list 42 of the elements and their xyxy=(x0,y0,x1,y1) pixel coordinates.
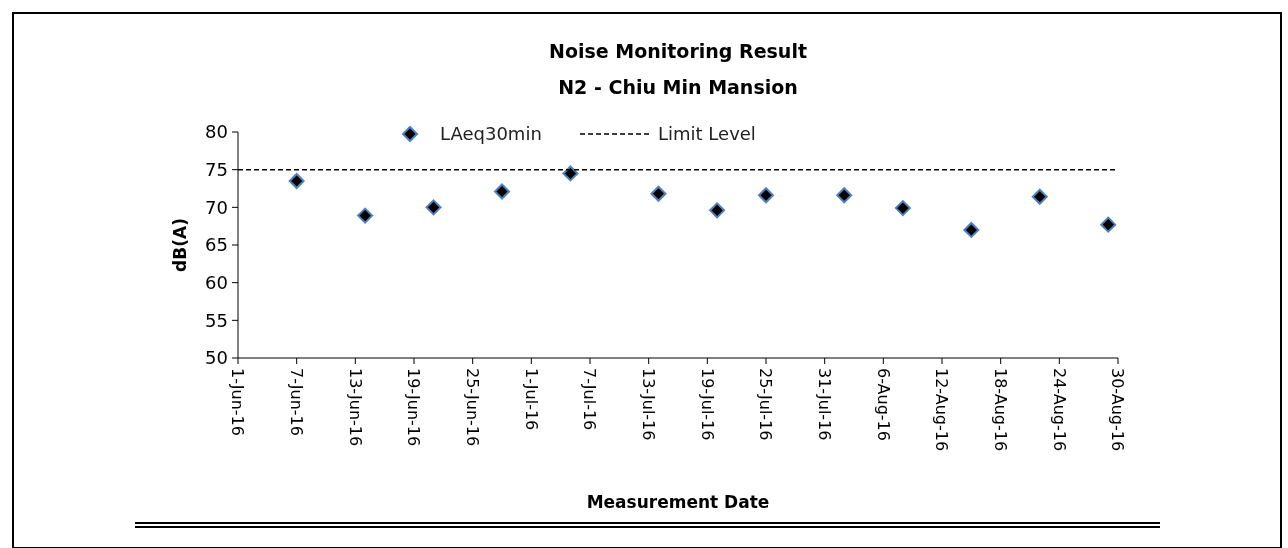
y-tick-label: 60 xyxy=(205,271,228,293)
x-tick-label: 25-Jul-16 xyxy=(756,368,776,441)
y-tick-label: 75 xyxy=(205,158,228,180)
x-tick-label: 18-Aug-16 xyxy=(991,368,1011,452)
point xyxy=(562,165,579,182)
x-tick-label: 31-Jul-16 xyxy=(815,368,835,441)
y-tick-label: 80 xyxy=(205,121,228,143)
point xyxy=(1100,216,1117,233)
legend-label: Limit Level xyxy=(658,123,756,145)
point xyxy=(963,221,980,238)
x-tick-label: 25-Jun-16 xyxy=(463,368,483,447)
y-axis-title: dB(A) xyxy=(170,218,190,272)
x-tick-label: 1-Jul-16 xyxy=(521,368,541,431)
y-tick-label: 55 xyxy=(205,309,228,331)
x-tick-label: 30-Aug-16 xyxy=(1108,368,1128,452)
x-tick-label: 12-Aug-16 xyxy=(932,368,952,452)
x-tick-label: 7-Jul-16 xyxy=(580,368,600,431)
legend-label: LAeq30min xyxy=(440,123,542,145)
chart-subtitle: N2 - Chiu Min Mansion xyxy=(558,76,798,98)
x-tick-label: 13-Jun-16 xyxy=(345,368,365,447)
point xyxy=(1031,188,1048,205)
x-tick-label: 19-Jul-16 xyxy=(697,368,717,441)
x-tick-label: 19-Jun-16 xyxy=(404,368,424,447)
point xyxy=(709,202,726,219)
point xyxy=(758,187,774,204)
point xyxy=(425,199,442,216)
point xyxy=(894,200,911,217)
y-tick-label: 65 xyxy=(205,234,228,256)
point xyxy=(288,172,305,189)
x-tick-label: 6-Aug-16 xyxy=(873,368,893,441)
x-tick-label: 13-Jul-16 xyxy=(639,368,659,441)
point xyxy=(494,183,510,200)
x-tick-label: 7-Jun-16 xyxy=(287,368,307,436)
y-tick-label: 50 xyxy=(205,347,228,369)
y-tick-label: 70 xyxy=(205,196,228,218)
point xyxy=(357,207,374,224)
point xyxy=(836,187,853,204)
chart-title: Noise Monitoring Result xyxy=(549,40,807,62)
x-axis-title: Measurement Date xyxy=(586,492,770,512)
x-tick-label: 24-Aug-16 xyxy=(1049,368,1069,452)
point xyxy=(650,185,667,202)
x-tick-label: 1-Jun-16 xyxy=(228,368,248,436)
